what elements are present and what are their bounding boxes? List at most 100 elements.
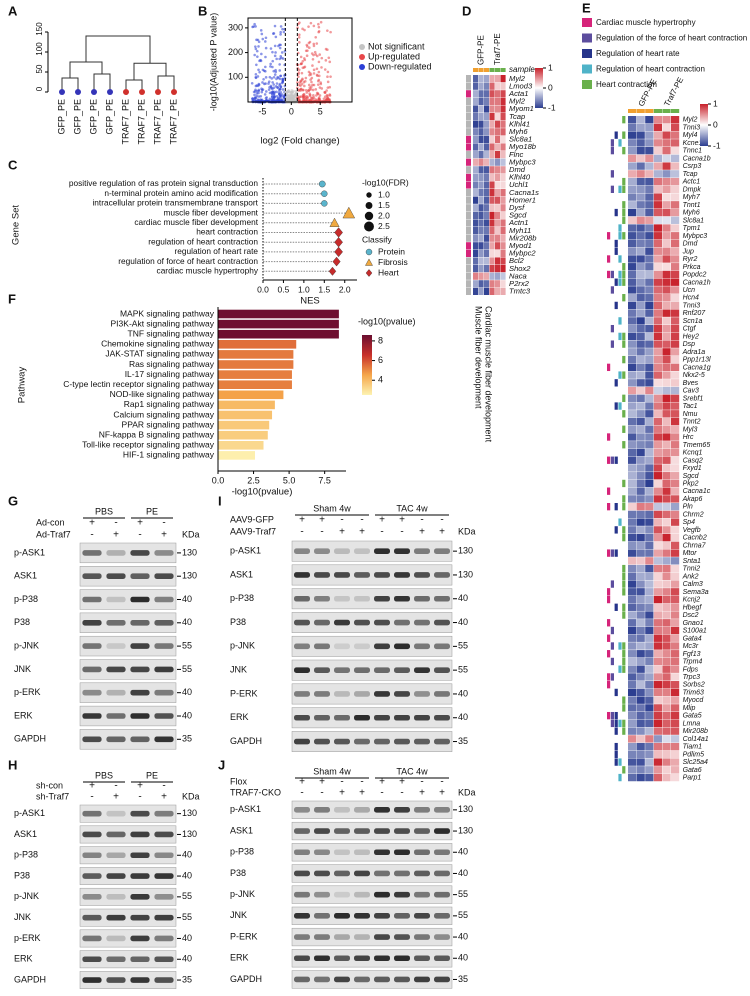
heatmap-cell: [636, 332, 645, 341]
category-label: heart contraction: [196, 227, 258, 237]
point: [264, 76, 268, 79]
band: [130, 977, 150, 983]
point: [273, 24, 277, 28]
bar: [218, 360, 294, 369]
heatmap-cell: [662, 317, 671, 325]
heatmap-cell: [653, 766, 662, 774]
point: [309, 21, 313, 25]
band: [294, 934, 310, 940]
band: [354, 548, 370, 554]
sign: -: [380, 527, 383, 538]
heatmap-cell: [636, 441, 645, 449]
heatmap-cell: [478, 166, 484, 174]
point: [279, 91, 283, 94]
annotation-cell: [618, 224, 622, 232]
point: [299, 80, 303, 83]
point: [326, 97, 329, 101]
condition-label: sh-Traf7: [36, 791, 69, 801]
panel-label: D: [462, 3, 471, 18]
heatmap-cell: [484, 227, 490, 235]
gene-label: Trpm4: [683, 659, 703, 666]
sign: +: [299, 777, 305, 788]
point: [312, 44, 316, 48]
point: [312, 53, 315, 57]
point: [279, 85, 283, 88]
heatmap-cell: [653, 116, 662, 124]
heatmap-cell: [671, 355, 680, 364]
heatmap-cell: [645, 595, 654, 604]
heatmap-cell: [645, 456, 654, 464]
heatmap-cell: [484, 75, 490, 83]
heatmap-cell: [645, 278, 654, 286]
annotation-cell: [466, 219, 471, 227]
x-tick-label: 2.0: [339, 284, 351, 294]
annotation-cell: [618, 255, 622, 263]
point: [264, 65, 267, 69]
point: [326, 94, 329, 98]
heatmap-cell: [478, 82, 484, 90]
heatmap-cell: [645, 681, 654, 689]
heatmap-cell: [653, 193, 662, 201]
heatmap-cell: [645, 247, 654, 255]
gene-label: Shox2: [509, 264, 531, 273]
annotation-cell: [622, 696, 626, 704]
column-label: Traf7-PE: [662, 76, 685, 108]
row-label: p-P38: [14, 850, 38, 860]
heatmap-cell: [671, 116, 680, 124]
point: [316, 74, 319, 78]
point: [278, 46, 282, 50]
unit-label: KDa: [458, 526, 476, 536]
heatmap-cell: [636, 479, 645, 488]
heatmap-cell: [671, 533, 680, 542]
mw-label: 35: [458, 736, 468, 746]
y-tick-label: 150: [35, 22, 44, 36]
heatmap-cell: [478, 105, 484, 113]
panel-label: F: [8, 291, 16, 306]
point: [299, 55, 303, 59]
annotation-cell: [618, 518, 622, 526]
x-tick-label: 1.5: [318, 284, 330, 294]
group-label: Sham 4w: [313, 766, 351, 776]
point: [303, 28, 306, 32]
heatmap-cell: [645, 255, 654, 263]
point: [273, 54, 277, 58]
gene-label: Actn1: [508, 218, 528, 227]
band: [394, 691, 410, 697]
gene-label: Mir208b: [509, 233, 536, 242]
heatmap-cell: [628, 773, 637, 782]
annotation-cell: [622, 441, 626, 449]
heatmap-cell: [662, 286, 671, 294]
sign: +: [89, 518, 95, 529]
point: [302, 80, 306, 84]
heatmap-cell: [645, 704, 654, 712]
point: [278, 63, 281, 66]
band: [394, 976, 410, 983]
band: [82, 956, 102, 963]
row-label: p-ERK: [14, 933, 41, 943]
heatmap-cell: [662, 433, 671, 441]
heatmap-cell: [636, 487, 645, 495]
point: [317, 78, 321, 82]
point: [310, 80, 313, 84]
heatmap-cell: [671, 185, 680, 193]
heatmap-cell: [500, 90, 506, 98]
heatmap-cell: [628, 139, 637, 147]
point: [307, 89, 311, 93]
row-label: ERK: [14, 710, 33, 720]
gene-label: Fxyd1: [683, 465, 702, 472]
heatmap-cell: [671, 681, 680, 689]
marker: [334, 227, 343, 238]
band: [314, 870, 330, 877]
heatmap-cell: [484, 135, 490, 143]
heatmap-cell: [636, 634, 645, 642]
heatmap-cell: [653, 634, 662, 642]
band: [334, 572, 350, 578]
heatmap-cell: [500, 105, 506, 113]
blot-strip: [79, 929, 177, 948]
point: [281, 27, 284, 31]
point: [316, 83, 320, 86]
point: [280, 51, 284, 54]
heatmap-cell: [662, 394, 671, 402]
heatmap-cell: [671, 425, 680, 433]
heatmap-cell: [473, 227, 479, 235]
